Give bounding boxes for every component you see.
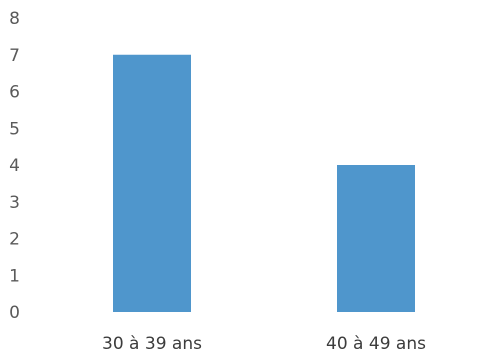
y-tick-label: 7: [9, 46, 20, 66]
y-tick-label: 8: [9, 9, 20, 29]
x-axis-labels: 30 à 39 ans 40 à 49 ans: [102, 334, 426, 354]
y-tick-label: 2: [9, 230, 20, 250]
y-tick-label: 3: [9, 193, 20, 213]
y-tick-label: 4: [9, 156, 20, 176]
x-tick-label: 30 à 39 ans: [102, 334, 202, 354]
bar: [337, 165, 415, 312]
y-tick-label: 1: [9, 266, 20, 286]
y-axis-ticks: 0 1 2 3 4 5 6 7 8: [9, 9, 20, 323]
y-tick-label: 5: [9, 119, 20, 139]
y-tick-label: 6: [9, 83, 20, 103]
y-tick-label: 0: [9, 303, 20, 323]
bars: [113, 54, 415, 312]
x-tick-label: 40 à 49 ans: [326, 334, 426, 354]
bar: [113, 54, 191, 312]
